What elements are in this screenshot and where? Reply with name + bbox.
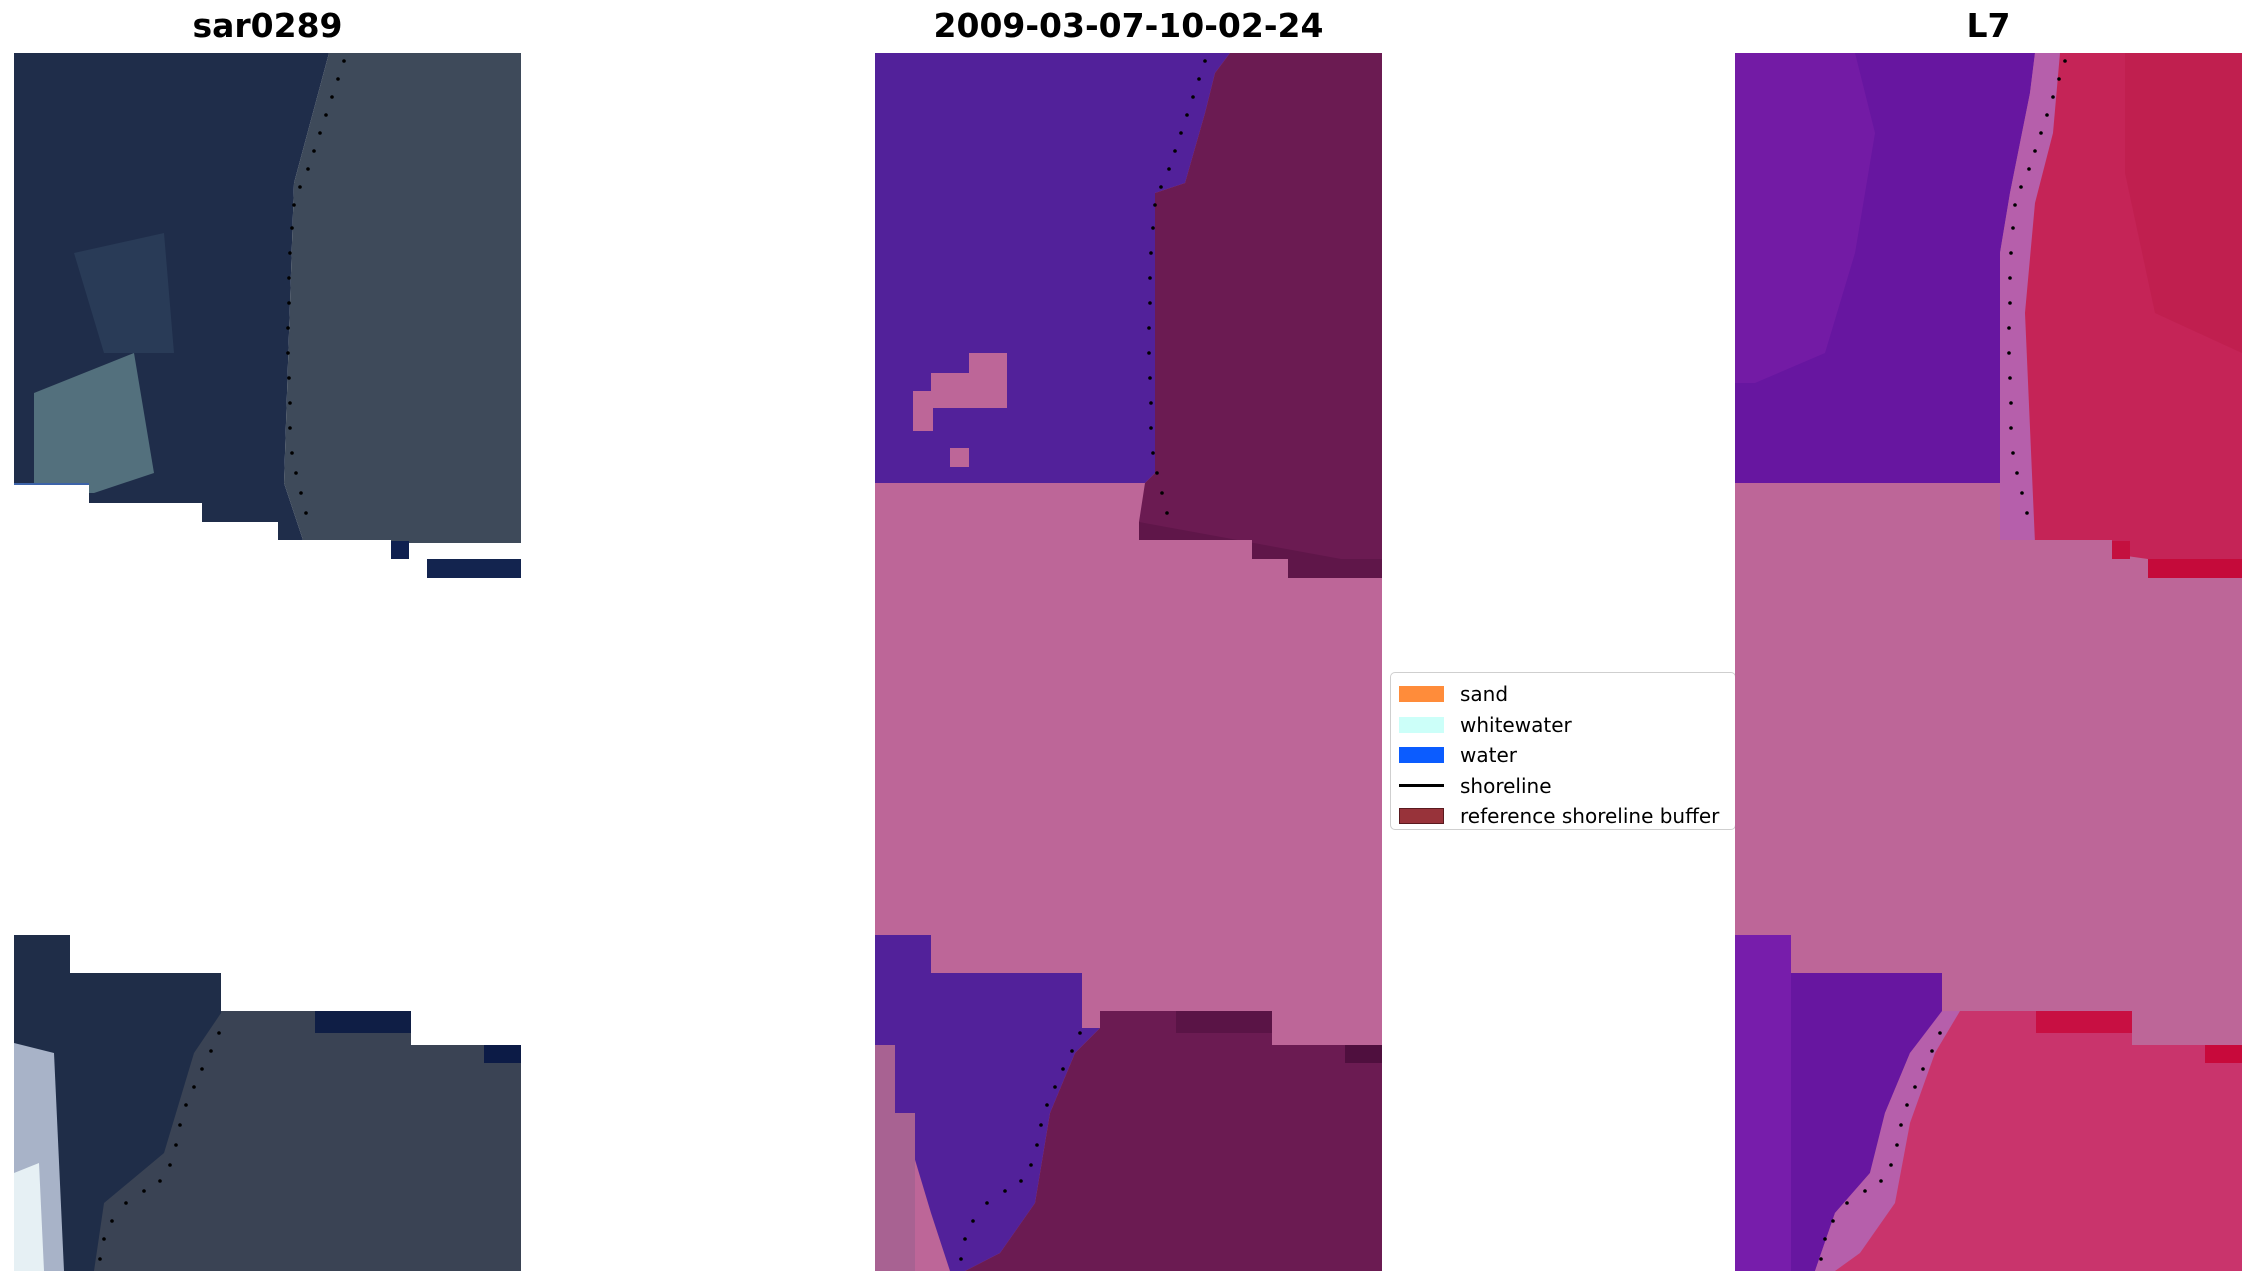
index-land-bottom <box>1835 1011 2242 1271</box>
panel-title-date: 2009-03-07-10-02-24 <box>933 6 1324 45</box>
legend-item-water: water <box>1399 740 1735 771</box>
class-mask-islands <box>913 353 1007 467</box>
legend-line-shoreline <box>1399 784 1444 788</box>
legend-item-buffer: reference shoreline buffer <box>1399 801 1735 832</box>
legend-swatch-water <box>1399 747 1444 764</box>
legend: sand whitewater water shoreline referenc… <box>1390 672 1736 830</box>
rgb-bright-patch <box>34 353 154 493</box>
classified-image-panel <box>875 53 1382 1271</box>
legend-label: shoreline <box>1460 773 1552 798</box>
index-transition-bottom <box>1815 1011 1960 1271</box>
legend-label: water <box>1460 743 1517 768</box>
panel-title-rgb: sar0289 <box>192 6 343 45</box>
class-buffer-bottom <box>965 1011 1382 1271</box>
rgb-water-bottom <box>14 935 221 1271</box>
class-water-bottom <box>875 935 1100 1271</box>
index-mask-middle <box>1735 485 2242 1045</box>
rgb-blank-middle <box>14 485 521 1045</box>
legend-item-shoreline: shoreline <box>1399 771 1735 802</box>
legend-swatch-whitewater <box>1399 716 1444 733</box>
index-transition-top <box>2000 53 2060 543</box>
legend-swatch-sand <box>1399 686 1444 703</box>
class-shoreline <box>959 59 1207 1261</box>
rgb-image-panel <box>14 53 521 1271</box>
class-mask-middle <box>875 485 1382 1045</box>
rgb-shoreline <box>98 59 346 1261</box>
legend-item-sand: sand <box>1399 679 1735 710</box>
class-buffer-top <box>1139 53 1382 578</box>
legend-label: sand <box>1460 682 1509 707</box>
legend-label: whitewater <box>1460 712 1572 737</box>
index-shoreline <box>1819 59 2067 1261</box>
legend-swatch-buffer <box>1399 808 1444 825</box>
legend-item-whitewater: whitewater <box>1399 710 1735 741</box>
legend-label: reference shoreline buffer <box>1460 804 1720 829</box>
index-image-panel <box>1735 53 2242 1271</box>
rgb-land-top <box>284 53 521 543</box>
panel-title-satellite: L7 <box>1966 6 2011 45</box>
